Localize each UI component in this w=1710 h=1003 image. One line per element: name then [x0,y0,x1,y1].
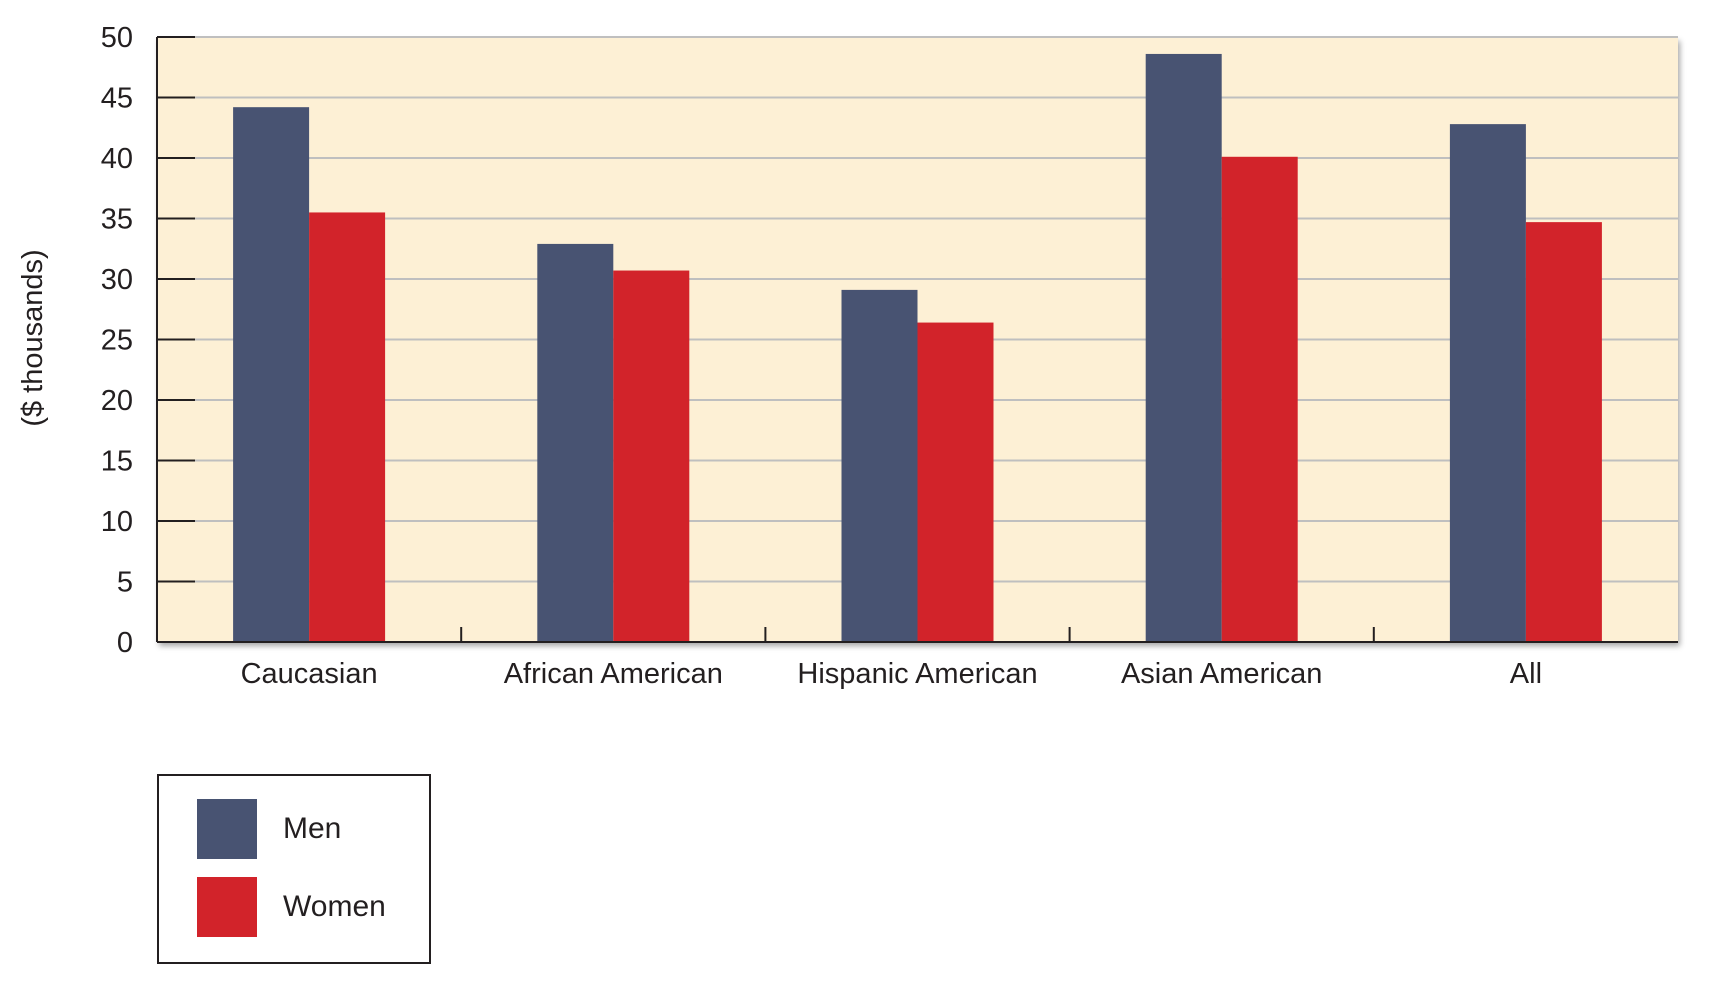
y-tick-labels: 0 5 10 15 20 25 30 35 40 45 50 [101,22,133,659]
bar-men [233,107,310,643]
bars [233,53,1602,643]
x-tick-label: Hispanic American [797,658,1037,690]
legend-swatch-men [197,799,257,859]
bar-men [537,243,614,642]
bar-women [309,212,386,642]
bar-men [1145,53,1222,642]
x-tick-label: African American [504,658,723,690]
y-axis-label: ($ thousands) [17,249,49,426]
y-tick-label: 20 [101,385,133,417]
bar-women [613,270,690,642]
legend-label-men: Men [283,812,341,845]
bar-men [1449,124,1526,643]
bar-women [1221,156,1298,643]
y-tick-label: 30 [101,264,133,296]
legend-label-women: Women [283,890,386,923]
bar-men [841,289,918,642]
y-tick-label: 5 [117,567,133,599]
y-tick-label: 25 [101,325,133,357]
y-tick-label: 0 [117,627,133,659]
x-tick-label: Caucasian [241,658,378,690]
bar-women [917,322,994,642]
x-tick-labels: Caucasian African American Hispanic Americ… [241,658,1542,690]
y-tick-label: 45 [101,83,133,115]
y-tick-label: 15 [101,446,133,478]
legend: Men Women [157,774,431,964]
y-tick-label: 50 [101,22,133,54]
y-tick-label: 35 [101,204,133,236]
bar-women [1525,222,1602,642]
y-tick-label: 40 [101,143,133,175]
y-tick-label: 10 [101,506,133,538]
legend-swatch-women [197,877,257,937]
x-tick-label: Asian American [1121,658,1323,690]
x-tick-label: All [1510,658,1542,690]
axes [156,36,1678,643]
